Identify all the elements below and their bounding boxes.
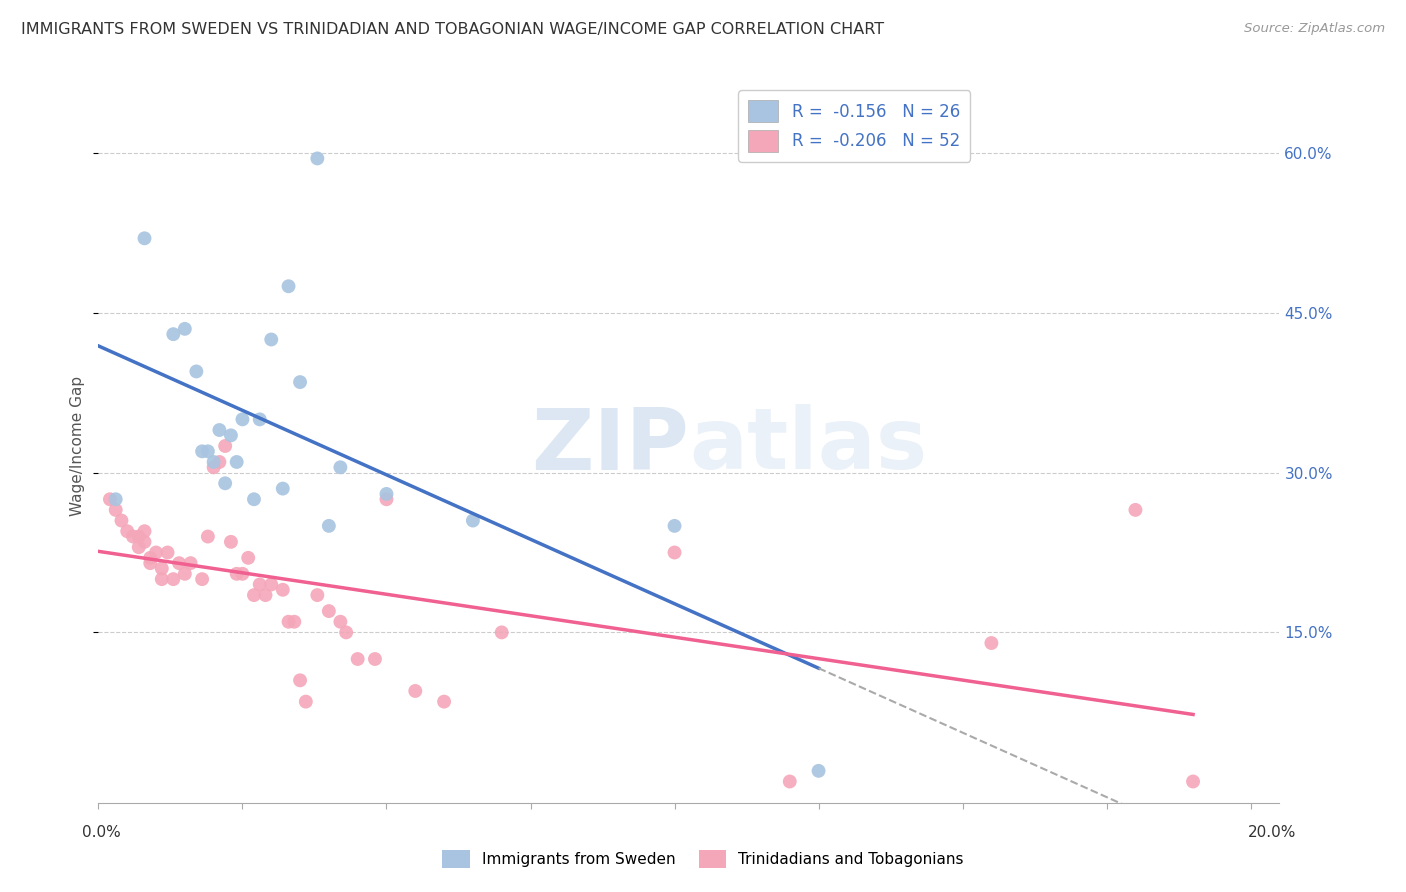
Point — [1182, 774, 1205, 789]
Point — [231, 566, 253, 581]
Point — [318, 604, 340, 618]
Point — [288, 673, 311, 688]
Point — [150, 572, 173, 586]
Point — [219, 534, 242, 549]
Point — [491, 625, 513, 640]
Point — [249, 412, 271, 426]
Point — [98, 492, 121, 507]
Point — [197, 444, 219, 458]
Point — [191, 572, 214, 586]
Point — [295, 695, 318, 709]
Point — [128, 529, 150, 543]
Point — [208, 423, 231, 437]
Point — [260, 333, 283, 347]
Point — [329, 615, 352, 629]
Point — [225, 566, 247, 581]
Point — [260, 577, 283, 591]
Legend: R =  -0.156   N = 26, R =  -0.206   N = 52: R = -0.156 N = 26, R = -0.206 N = 52 — [738, 90, 970, 161]
Text: ZIP: ZIP — [531, 404, 689, 488]
Point — [145, 545, 167, 559]
Point — [329, 460, 352, 475]
Point — [202, 460, 225, 475]
Point — [807, 764, 830, 778]
Point — [271, 482, 294, 496]
Point — [364, 652, 387, 666]
Point — [249, 577, 271, 591]
Point — [173, 322, 195, 336]
Legend: Immigrants from Sweden, Trinidadians and Tobagonians: Immigrants from Sweden, Trinidadians and… — [436, 844, 970, 873]
Point — [156, 545, 179, 559]
Point — [214, 476, 236, 491]
Point — [277, 615, 299, 629]
Text: IMMIGRANTS FROM SWEDEN VS TRINIDADIAN AND TOBAGONIAN WAGE/INCOME GAP CORRELATION: IMMIGRANTS FROM SWEDEN VS TRINIDADIAN AN… — [21, 22, 884, 37]
Point — [307, 588, 329, 602]
Point — [664, 545, 686, 559]
Point — [162, 327, 184, 342]
Point — [167, 556, 190, 570]
Point — [173, 566, 195, 581]
Point — [139, 556, 162, 570]
Point — [186, 364, 208, 378]
Point — [277, 279, 299, 293]
Point — [288, 375, 311, 389]
Point — [254, 588, 277, 602]
Point — [271, 582, 294, 597]
Point — [307, 152, 329, 166]
Point — [214, 439, 236, 453]
Point — [110, 514, 132, 528]
Point — [134, 524, 156, 539]
Text: Source: ZipAtlas.com: Source: ZipAtlas.com — [1244, 22, 1385, 36]
Point — [243, 492, 266, 507]
Text: 20.0%: 20.0% — [1249, 825, 1296, 840]
Point — [191, 444, 214, 458]
Point — [104, 503, 127, 517]
Point — [134, 534, 156, 549]
Point — [134, 231, 156, 245]
Text: 0.0%: 0.0% — [82, 825, 121, 840]
Point — [243, 588, 266, 602]
Point — [202, 455, 225, 469]
Point — [197, 529, 219, 543]
Point — [1125, 503, 1147, 517]
Point — [335, 625, 357, 640]
Point — [115, 524, 138, 539]
Point — [122, 529, 145, 543]
Point — [664, 519, 686, 533]
Point — [283, 615, 305, 629]
Point — [980, 636, 1002, 650]
Point — [104, 492, 127, 507]
Y-axis label: Wage/Income Gap: Wage/Income Gap — [70, 376, 86, 516]
Point — [139, 550, 162, 565]
Point — [318, 519, 340, 533]
Point — [433, 695, 456, 709]
Point — [404, 684, 426, 698]
Text: atlas: atlas — [689, 404, 927, 488]
Point — [128, 540, 150, 554]
Point — [219, 428, 242, 442]
Point — [346, 652, 368, 666]
Point — [375, 487, 398, 501]
Point — [231, 412, 253, 426]
Point — [162, 572, 184, 586]
Point — [238, 550, 260, 565]
Point — [208, 455, 231, 469]
Point — [180, 556, 202, 570]
Point — [779, 774, 801, 789]
Point — [461, 514, 484, 528]
Point — [375, 492, 398, 507]
Point — [225, 455, 247, 469]
Point — [150, 561, 173, 575]
